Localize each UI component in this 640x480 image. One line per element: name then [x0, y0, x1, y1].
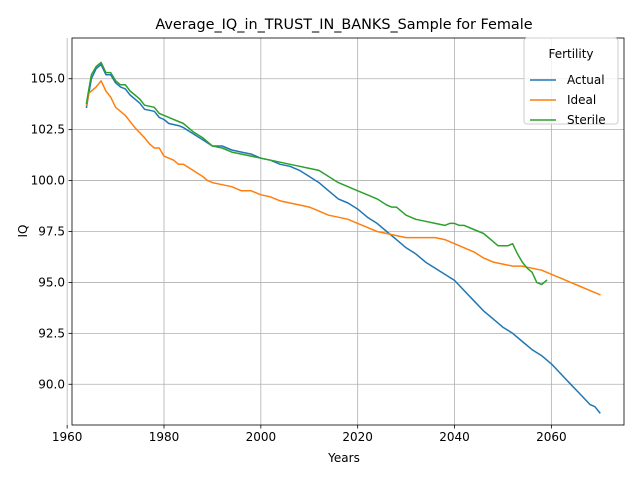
x-tick-label: 2000	[246, 430, 277, 444]
legend-label-ideal: Ideal	[567, 93, 596, 107]
legend-label-sterile: Sterile	[567, 113, 606, 127]
y-tick-label: 92.5	[38, 326, 65, 340]
legend-box	[523, 37, 619, 125]
x-tick-label: 1980	[149, 430, 180, 444]
legend-label-actual: Actual	[567, 73, 605, 87]
y-axis-label: IQ	[16, 225, 30, 238]
y-tick-label: 105.0	[31, 72, 65, 86]
series-lines	[85, 61, 601, 414]
y-tick-label: 95.0	[38, 275, 65, 289]
x-tick-label: 2020	[342, 430, 373, 444]
series-line-actual	[85, 63, 601, 414]
x-tick-label: 2060	[536, 430, 567, 444]
x-axis-label: Years	[327, 451, 360, 465]
chart-title: Average_IQ_in_TRUST_IN_BANKS_Sample for …	[155, 17, 532, 33]
y-tick-label: 97.5	[38, 225, 65, 239]
legend-title: Fertility	[548, 47, 593, 61]
axes: 1960 1980 2000 2020 2040 2060 90.0 92.5 95.0 97.5…	[31, 72, 567, 444]
legend: Fertility Actual Ideal Sterile	[523, 37, 619, 127]
y-tick-label: 90.0	[38, 377, 65, 391]
x-tick-label: 2040	[439, 430, 470, 444]
y-tick-label: 102.5	[31, 123, 65, 137]
x-tick-label: 1960	[52, 430, 83, 444]
y-tick-label: 100.0	[31, 174, 65, 188]
grid	[66, 38, 624, 425]
series-line-sterile	[85, 61, 548, 286]
series-line-ideal	[85, 80, 601, 296]
